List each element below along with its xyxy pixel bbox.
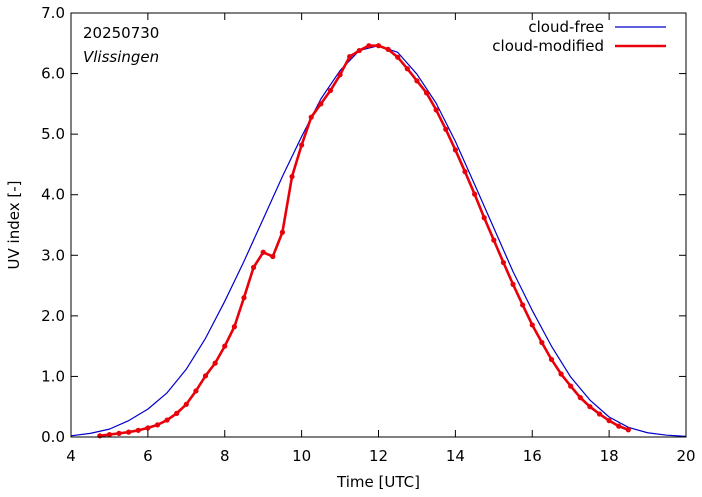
x-tick-label: 18 bbox=[600, 447, 619, 465]
plot-frame bbox=[70, 12, 687, 438]
data-point-cloud-modified bbox=[289, 173, 295, 180]
data-point-cloud-modified bbox=[164, 417, 170, 423]
x-tick-label: 12 bbox=[369, 447, 388, 465]
data-point-cloud-modified bbox=[520, 302, 526, 308]
data-point-cloud-modified bbox=[491, 237, 497, 243]
data-point-cloud-modified bbox=[183, 401, 189, 407]
x-axis-title: Time [UTC] bbox=[336, 473, 420, 491]
data-point-cloud-modified bbox=[299, 142, 305, 148]
data-point-cloud-modified bbox=[202, 373, 209, 379]
y-tick-label: 5.0 bbox=[41, 125, 65, 143]
data-point-cloud-modified bbox=[568, 383, 574, 389]
data-point-cloud-modified bbox=[558, 371, 564, 377]
data-point-cloud-modified bbox=[250, 264, 257, 270]
y-tick-label: 0.0 bbox=[41, 428, 65, 446]
station-annotation: Vlissingen bbox=[83, 48, 159, 66]
data-point-cloud-modified bbox=[596, 411, 603, 417]
data-point-cloud-modified bbox=[347, 54, 353, 60]
data-point-cloud-modified bbox=[279, 229, 286, 235]
legend-label-cloud-modified: cloud-modified bbox=[492, 37, 604, 55]
y-tick-label: 3.0 bbox=[41, 246, 65, 264]
date-annotation: 20250730 bbox=[83, 24, 159, 42]
data-point-cloud-modified bbox=[193, 388, 199, 394]
data-point-cloud-modified bbox=[625, 427, 631, 433]
data-point-cloud-modified bbox=[145, 425, 151, 431]
data-point-cloud-modified bbox=[318, 101, 324, 107]
x-tick-label: 4 bbox=[66, 447, 76, 465]
data-point-cloud-modified bbox=[222, 343, 228, 349]
data-point-cloud-modified bbox=[308, 114, 314, 120]
legend: cloud-free cloud-modified bbox=[492, 18, 666, 55]
data-point-cloud-modified bbox=[356, 47, 362, 54]
data-point-cloud-modified bbox=[481, 215, 487, 221]
data-point-cloud-modified bbox=[270, 253, 276, 260]
data-point-cloud-modified bbox=[587, 404, 593, 410]
data-point-cloud-modified bbox=[260, 249, 266, 255]
data-point-cloud-modified bbox=[471, 191, 478, 197]
series-layer bbox=[70, 43, 687, 439]
y-tick-label: 1.0 bbox=[41, 367, 65, 385]
data-point-cloud-modified bbox=[174, 410, 180, 416]
data-point-cloud-modified bbox=[241, 295, 247, 301]
data-point-cloud-modified bbox=[577, 395, 583, 401]
y-axis-title: UV index [-] bbox=[5, 181, 23, 270]
y-tick-label: 7.0 bbox=[41, 4, 65, 22]
data-point-cloud-modified bbox=[529, 322, 535, 328]
ticks-layer: 4 6 8 10 12 14 16 18 20 0.0 1.0 2.0 3.0 4.0 5.0 6.0 7.0 bbox=[41, 4, 695, 465]
x-tick-label: 16 bbox=[523, 447, 542, 465]
legend-label-cloud-free: cloud-free bbox=[528, 18, 604, 36]
y-tick-label: 2.0 bbox=[41, 307, 65, 325]
x-tick-label: 10 bbox=[292, 447, 311, 465]
data-point-cloud-modified bbox=[423, 90, 430, 96]
data-point-cloud-modified bbox=[106, 431, 113, 438]
data-point-cloud-modified bbox=[510, 281, 516, 287]
series-line-cloud-modified bbox=[99, 44, 629, 438]
y-tick-label: 6.0 bbox=[41, 65, 65, 83]
x-tick-label: 6 bbox=[143, 447, 153, 465]
data-point-cloud-modified bbox=[404, 66, 410, 72]
data-point-cloud-modified bbox=[126, 429, 132, 435]
data-point-cloud-modified bbox=[97, 433, 103, 439]
data-point-cloud-modified bbox=[337, 72, 343, 78]
x-tick-label: 14 bbox=[446, 447, 465, 465]
data-point-cloud-modified bbox=[539, 339, 545, 346]
data-point-cloud-modified bbox=[375, 43, 382, 49]
data-point-cloud-modified bbox=[116, 430, 122, 436]
data-point-cloud-modified bbox=[433, 107, 439, 113]
data-point-cloud-modified bbox=[462, 169, 468, 175]
data-point-cloud-modified bbox=[327, 87, 334, 94]
data-point-cloud-modified bbox=[385, 46, 391, 52]
data-point-cloud-modified bbox=[135, 427, 141, 433]
x-tick-label: 8 bbox=[220, 447, 230, 465]
data-point-cloud-modified bbox=[414, 78, 420, 84]
data-point-cloud-modified bbox=[212, 360, 218, 366]
data-point-cloud-modified bbox=[616, 423, 622, 429]
data-point-cloud-modified bbox=[606, 418, 612, 424]
data-point-cloud-modified bbox=[443, 126, 449, 132]
data-point-cloud-modified bbox=[395, 54, 401, 60]
data-point-cloud-modified bbox=[231, 324, 237, 330]
data-point-cloud-modified bbox=[154, 422, 161, 428]
data-point-cloud-modified bbox=[500, 259, 507, 266]
data-point-cloud-modified bbox=[366, 43, 372, 49]
x-tick-label: 20 bbox=[676, 447, 695, 465]
y-tick-label: 4.0 bbox=[41, 186, 65, 204]
data-point-cloud-modified bbox=[548, 356, 555, 363]
data-point-cloud-modified bbox=[452, 147, 458, 153]
